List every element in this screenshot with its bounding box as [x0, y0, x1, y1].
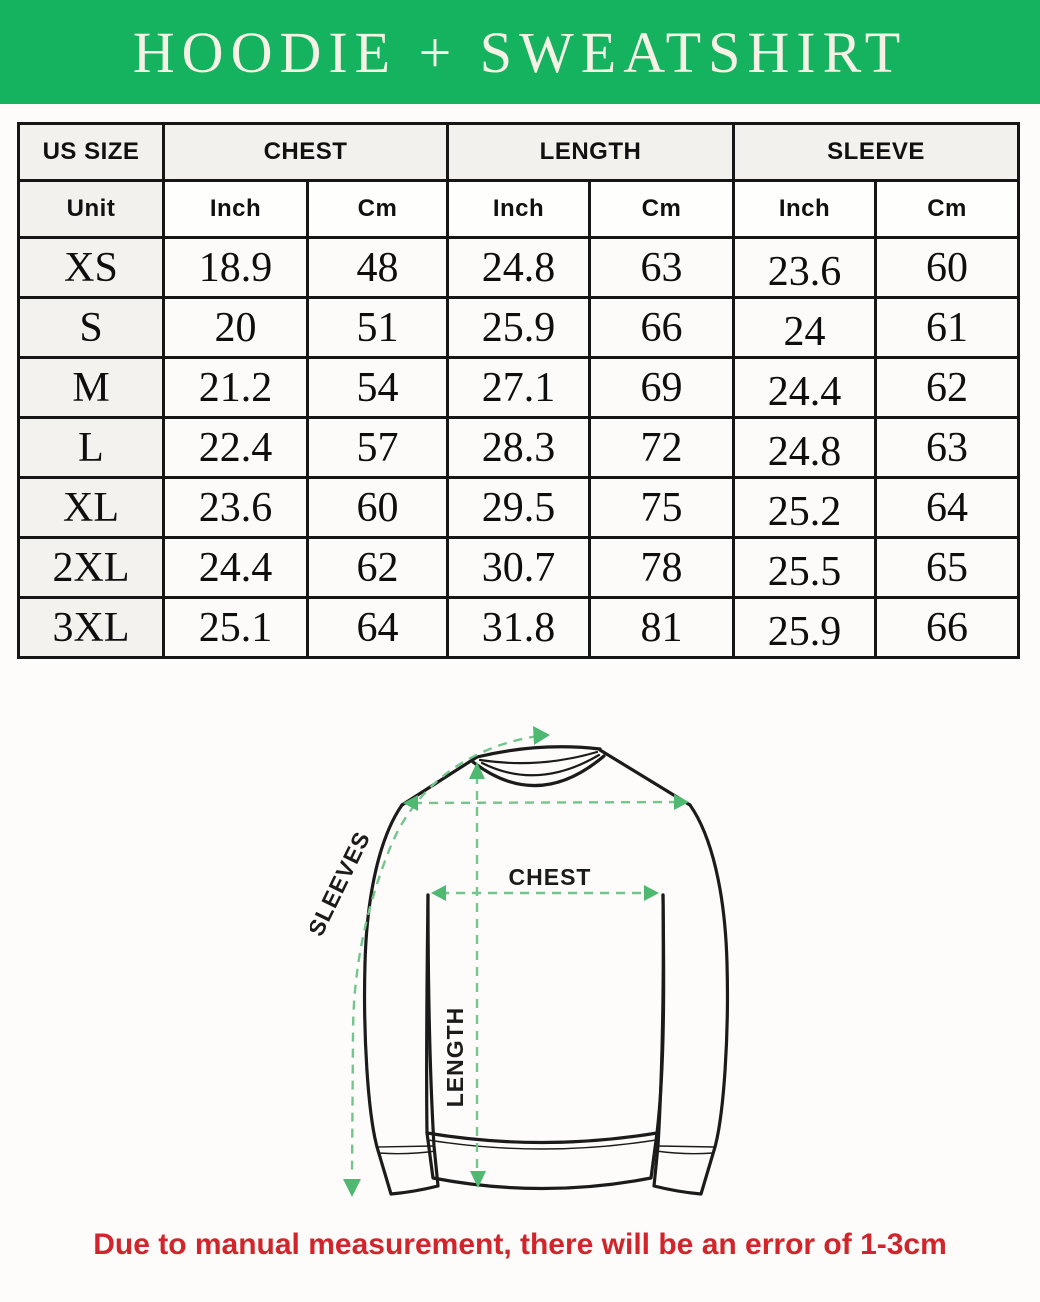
- size-label: S: [17, 296, 165, 359]
- chest-inch-value: 22.4: [162, 416, 309, 479]
- sleeve-inch-value: 24.8: [732, 416, 878, 479]
- chest-cm-value: 62: [306, 536, 449, 599]
- table-row: XS 18.9 48 24.8 63 23.6 60: [17, 236, 1021, 299]
- header-us-size: US SIZE: [17, 122, 165, 182]
- length-cm-value: 78: [587, 536, 736, 599]
- size-label: 2XL: [17, 536, 165, 599]
- header-length-inch: Inch: [446, 179, 591, 239]
- header-length-cm: Cm: [587, 179, 736, 239]
- chest-arrow-left-icon: [431, 885, 446, 901]
- chest-inch-value: 20: [162, 296, 309, 359]
- header-row-units: Unit Inch Cm Inch Cm Inch Cm: [17, 179, 1021, 239]
- shoulder-arrow-left-icon: [403, 795, 418, 811]
- sleeve-cm-value: 60: [874, 236, 1021, 299]
- seam-lines: [376, 1139, 716, 1155]
- chest-cm-value: 48: [306, 236, 449, 299]
- sleeve-inch-value: 24.4: [732, 356, 878, 419]
- length-inch-value: 28.3: [446, 416, 591, 479]
- size-label: M: [17, 356, 165, 419]
- chest-cm-value: 60: [306, 476, 449, 539]
- chest-inch-value: 25.1: [162, 596, 309, 659]
- table-body: XS 18.9 48 24.8 63 23.6 60 S 20 51 25.9 …: [17, 236, 1021, 659]
- chest-arrow-right-icon: [644, 885, 659, 901]
- sleeve-cm-value: 65: [874, 536, 1021, 599]
- size-label: XS: [17, 236, 165, 299]
- sleeve-arrow-top-icon: [533, 726, 550, 745]
- sleeve-arrow-bottom-icon: [343, 1179, 361, 1197]
- chest-inch-value: 21.2: [162, 356, 309, 419]
- size-label: XL: [17, 476, 165, 539]
- sweatshirt-diagram: CHEST LENGTH SLEEVES: [310, 726, 730, 1197]
- shoulder-arrow-right-icon: [674, 794, 689, 810]
- header-sleeve-inch: Inch: [732, 179, 878, 239]
- header-sleeve-cm: Cm: [874, 179, 1021, 239]
- length-arrow-bottom-icon: [470, 1171, 486, 1188]
- sleeve-cm-value: 66: [874, 596, 1021, 659]
- table-row: S 20 51 25.9 66 24 61: [17, 296, 1021, 359]
- chest-inch-value: 24.4: [162, 536, 309, 599]
- header-unit: Unit: [17, 179, 165, 239]
- sleeve-measure-line: [350, 734, 539, 1176]
- banner: HOODIE + SWEATSHIRT: [0, 0, 1040, 104]
- table-row: 2XL 24.4 62 30.7 78 25.5 65: [17, 536, 1021, 599]
- sleeve-cm-value: 64: [874, 476, 1021, 539]
- length-label: LENGTH: [442, 1007, 468, 1108]
- sleeve-inch-value: 25.5: [732, 536, 878, 599]
- sleeve-cm-value: 63: [874, 416, 1021, 479]
- chest-label: CHEST: [509, 864, 592, 890]
- length-inch-value: 29.5: [446, 476, 591, 539]
- header-length: LENGTH: [445, 122, 736, 182]
- chest-cm-value: 57: [306, 416, 449, 479]
- table-row: 3XL 25.1 64 31.8 81 25.9 66: [17, 596, 1021, 659]
- length-cm-value: 72: [587, 416, 736, 479]
- measurement-lines: [350, 734, 681, 1176]
- shoulder-measure-line: [412, 800, 681, 805]
- chest-inch-value: 23.6: [162, 476, 309, 539]
- length-cm-value: 81: [587, 596, 736, 659]
- length-cm-value: 66: [587, 296, 736, 359]
- table-row: XL 23.6 60 29.5 75 25.2 64: [17, 476, 1021, 539]
- size-label: L: [17, 416, 165, 479]
- size-chart-table: US SIZE CHEST LENGTH SLEEVE Unit Inch Cm…: [17, 122, 1021, 659]
- length-inch-value: 31.8: [446, 596, 591, 659]
- table-header: US SIZE CHEST LENGTH SLEEVE Unit Inch Cm…: [17, 122, 1021, 239]
- length-cm-value: 75: [587, 476, 736, 539]
- sleeve-inch-value: 25.2: [732, 476, 878, 539]
- length-inch-value: 25.9: [446, 296, 591, 359]
- sleeve-cm-value: 61: [874, 296, 1021, 359]
- length-cm-value: 63: [587, 236, 736, 299]
- chest-cm-value: 51: [306, 296, 449, 359]
- header-row-groups: US SIZE CHEST LENGTH SLEEVE: [17, 122, 1021, 182]
- size-label: 3XL: [17, 596, 165, 659]
- length-inch-value: 27.1: [446, 356, 591, 419]
- header-chest-inch: Inch: [162, 179, 309, 239]
- header-sleeve: SLEEVE: [732, 122, 1021, 182]
- table-row: L 22.4 57 28.3 72 24.8 63: [17, 416, 1021, 479]
- sleeve-inch-value: 23.6: [732, 236, 878, 299]
- sleeve-inch-value: 25.9: [732, 596, 878, 659]
- chest-cm-value: 64: [306, 596, 449, 659]
- page-title: HOODIE + SWEATSHIRT: [132, 19, 908, 85]
- table-row: M 21.2 54 27.1 69 24.4 62: [17, 356, 1021, 419]
- measurement-arrowheads: [343, 726, 689, 1197]
- header-chest-cm: Cm: [306, 179, 449, 239]
- sleeve-cm-value: 62: [874, 356, 1021, 419]
- length-inch-value: 24.8: [446, 236, 591, 299]
- measurement-note: Due to manual measurement, there will be…: [93, 1228, 947, 1261]
- chest-cm-value: 54: [306, 356, 449, 419]
- length-arrow-top-icon: [469, 762, 485, 779]
- sleeve-inch-value: 24: [732, 296, 878, 359]
- length-cm-value: 69: [587, 356, 736, 419]
- sweatshirt-outline: [362, 745, 730, 1196]
- chest-inch-value: 18.9: [162, 236, 309, 299]
- length-inch-value: 30.7: [446, 536, 591, 599]
- header-chest: CHEST: [162, 122, 449, 182]
